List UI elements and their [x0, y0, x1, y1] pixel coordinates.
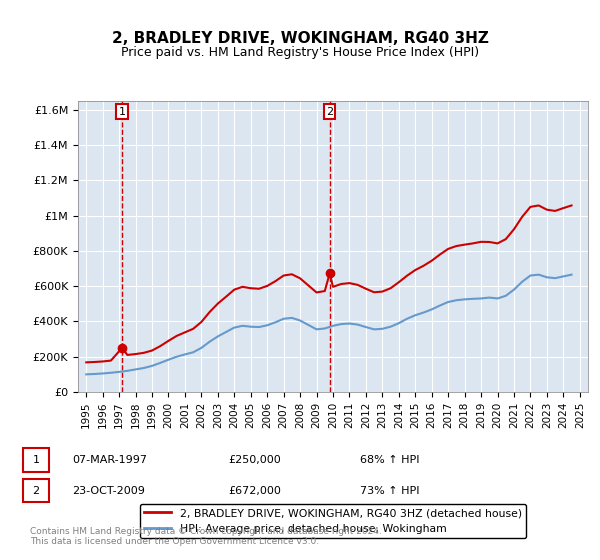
Legend: 2, BRADLEY DRIVE, WOKINGHAM, RG40 3HZ (detached house), HPI: Average price, deta: 2, BRADLEY DRIVE, WOKINGHAM, RG40 3HZ (d… [140, 504, 526, 538]
Text: 1: 1 [32, 455, 40, 465]
Text: £250,000: £250,000 [228, 455, 281, 465]
Text: Contains HM Land Registry data © Crown copyright and database right 2024.
This d: Contains HM Land Registry data © Crown c… [30, 526, 382, 546]
Text: Price paid vs. HM Land Registry's House Price Index (HPI): Price paid vs. HM Land Registry's House … [121, 46, 479, 59]
Text: 07-MAR-1997: 07-MAR-1997 [72, 455, 147, 465]
FancyBboxPatch shape [23, 479, 49, 502]
Text: 23-OCT-2009: 23-OCT-2009 [72, 486, 145, 496]
Text: 73% ↑ HPI: 73% ↑ HPI [360, 486, 419, 496]
Text: 2, BRADLEY DRIVE, WOKINGHAM, RG40 3HZ: 2, BRADLEY DRIVE, WOKINGHAM, RG40 3HZ [112, 31, 488, 46]
Text: 1: 1 [119, 106, 125, 116]
Text: £672,000: £672,000 [228, 486, 281, 496]
Text: 2: 2 [326, 106, 333, 116]
Text: 68% ↑ HPI: 68% ↑ HPI [360, 455, 419, 465]
Text: 2: 2 [32, 486, 40, 496]
FancyBboxPatch shape [23, 448, 49, 472]
